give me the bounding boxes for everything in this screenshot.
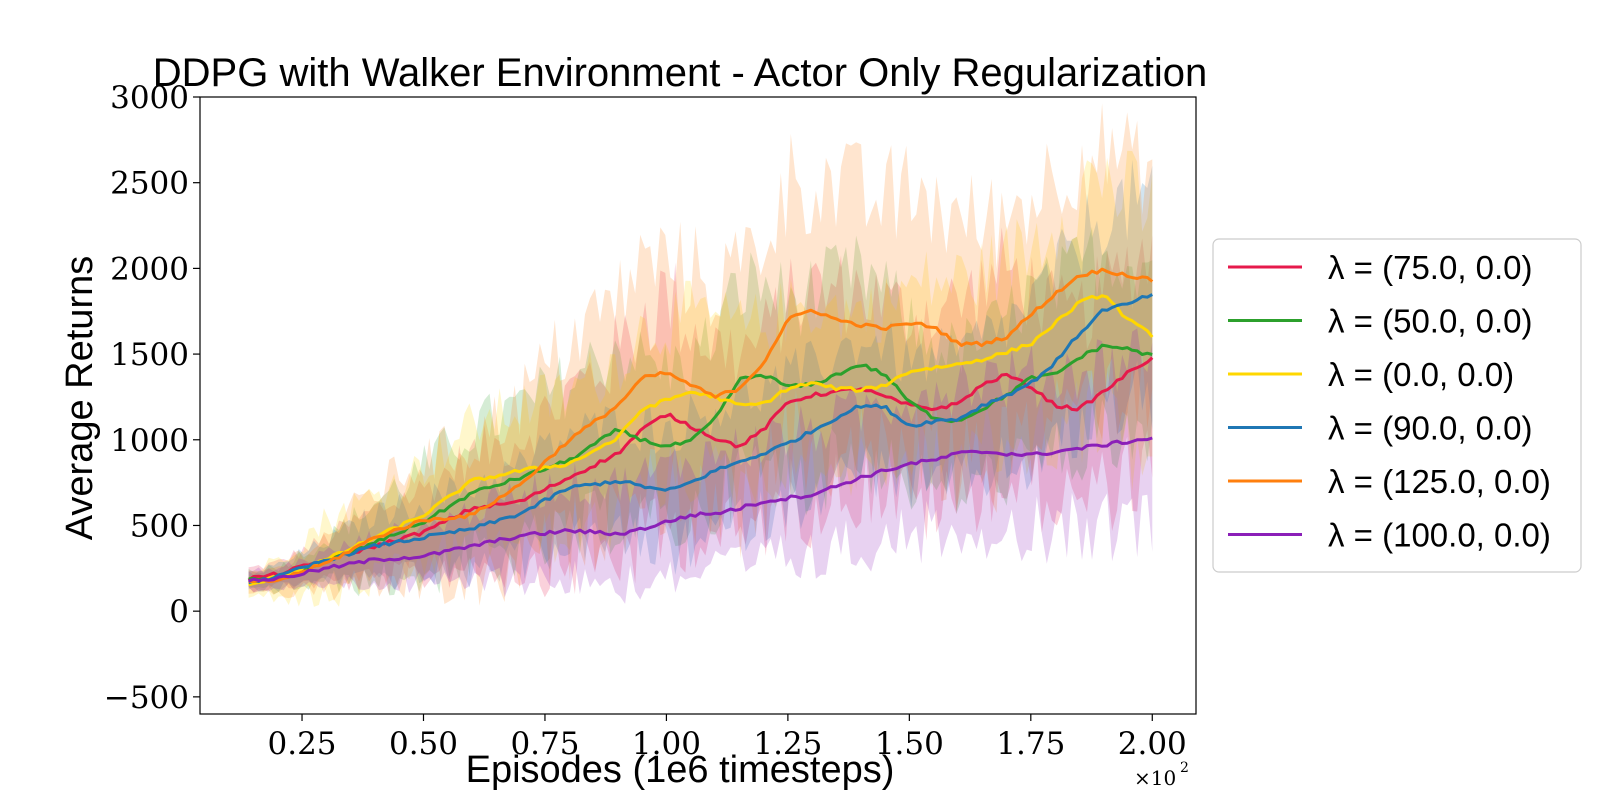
chart-title: DDPG with Walker Environment - Actor Onl… [153,51,1207,95]
x-tick-label: 1.50 [875,726,944,762]
x-axis-title: Episodes (1e6 timesteps) [466,749,895,791]
x-tick-label: 2.00 [1118,726,1187,762]
band-75-0-0-0 [248,227,1153,598]
plot-frame [199,96,1197,715]
legend-box [1212,238,1582,573]
legend: λ = (75.0, 0.0) λ = (50.0, 0.0) λ = (0.0, … [1212,238,1582,573]
series-lines [247,267,1154,587]
y-tick-label: 500 [130,508,189,544]
y-tick-label: −500 [104,680,189,716]
legend-label: λ = (90.0, 0.0) [1328,410,1533,447]
x-tick-label: 1.25 [753,726,822,762]
band-90-0-0-0 [248,159,1153,592]
legend-label: λ = (75.0, 0.0) [1328,249,1533,286]
y-axis: −500 0 500 1000 1500 2000 2500 3000 [104,80,200,716]
x-axis-multiplier-exponent: 2 [1180,760,1189,776]
legend-label: λ = (0.0, 0.0) [1328,356,1514,393]
line-90-0-0-0 [248,293,1154,585]
y-tick-label: 1000 [110,423,189,459]
band-100-0-0-0 [248,328,1153,604]
line-100-0-0-0 [247,436,1153,583]
legend-label: λ = (100.0, 0.0) [1328,517,1551,554]
legend-label: λ = (50.0, 0.0) [1328,303,1533,340]
x-axis-multiplier: ×10 [1134,766,1176,790]
x-axis: 0.25 0.50 0.75 1.00 1.25 1.50 1.75 2.00 [268,714,1187,762]
y-tick-label: 1500 [110,337,189,373]
x-tick-label: 0.25 [268,726,337,762]
band-50-0-0-0 [248,226,1153,597]
y-tick-label: 2500 [110,166,189,202]
x-tick-label: 0.75 [510,726,579,762]
y-tick-label: 0 [169,594,189,630]
line-125-0-0-0 [248,267,1154,584]
x-tick-label: 0.50 [389,726,458,762]
x-tick-label: 1.00 [632,726,701,762]
legend-label: λ = (125.0, 0.0) [1328,463,1551,500]
y-tick-label: 3000 [110,80,189,116]
x-tick-label: 1.75 [996,726,1065,762]
y-axis-title: Average Returns [59,256,101,540]
y-tick-label: 2000 [110,251,189,287]
